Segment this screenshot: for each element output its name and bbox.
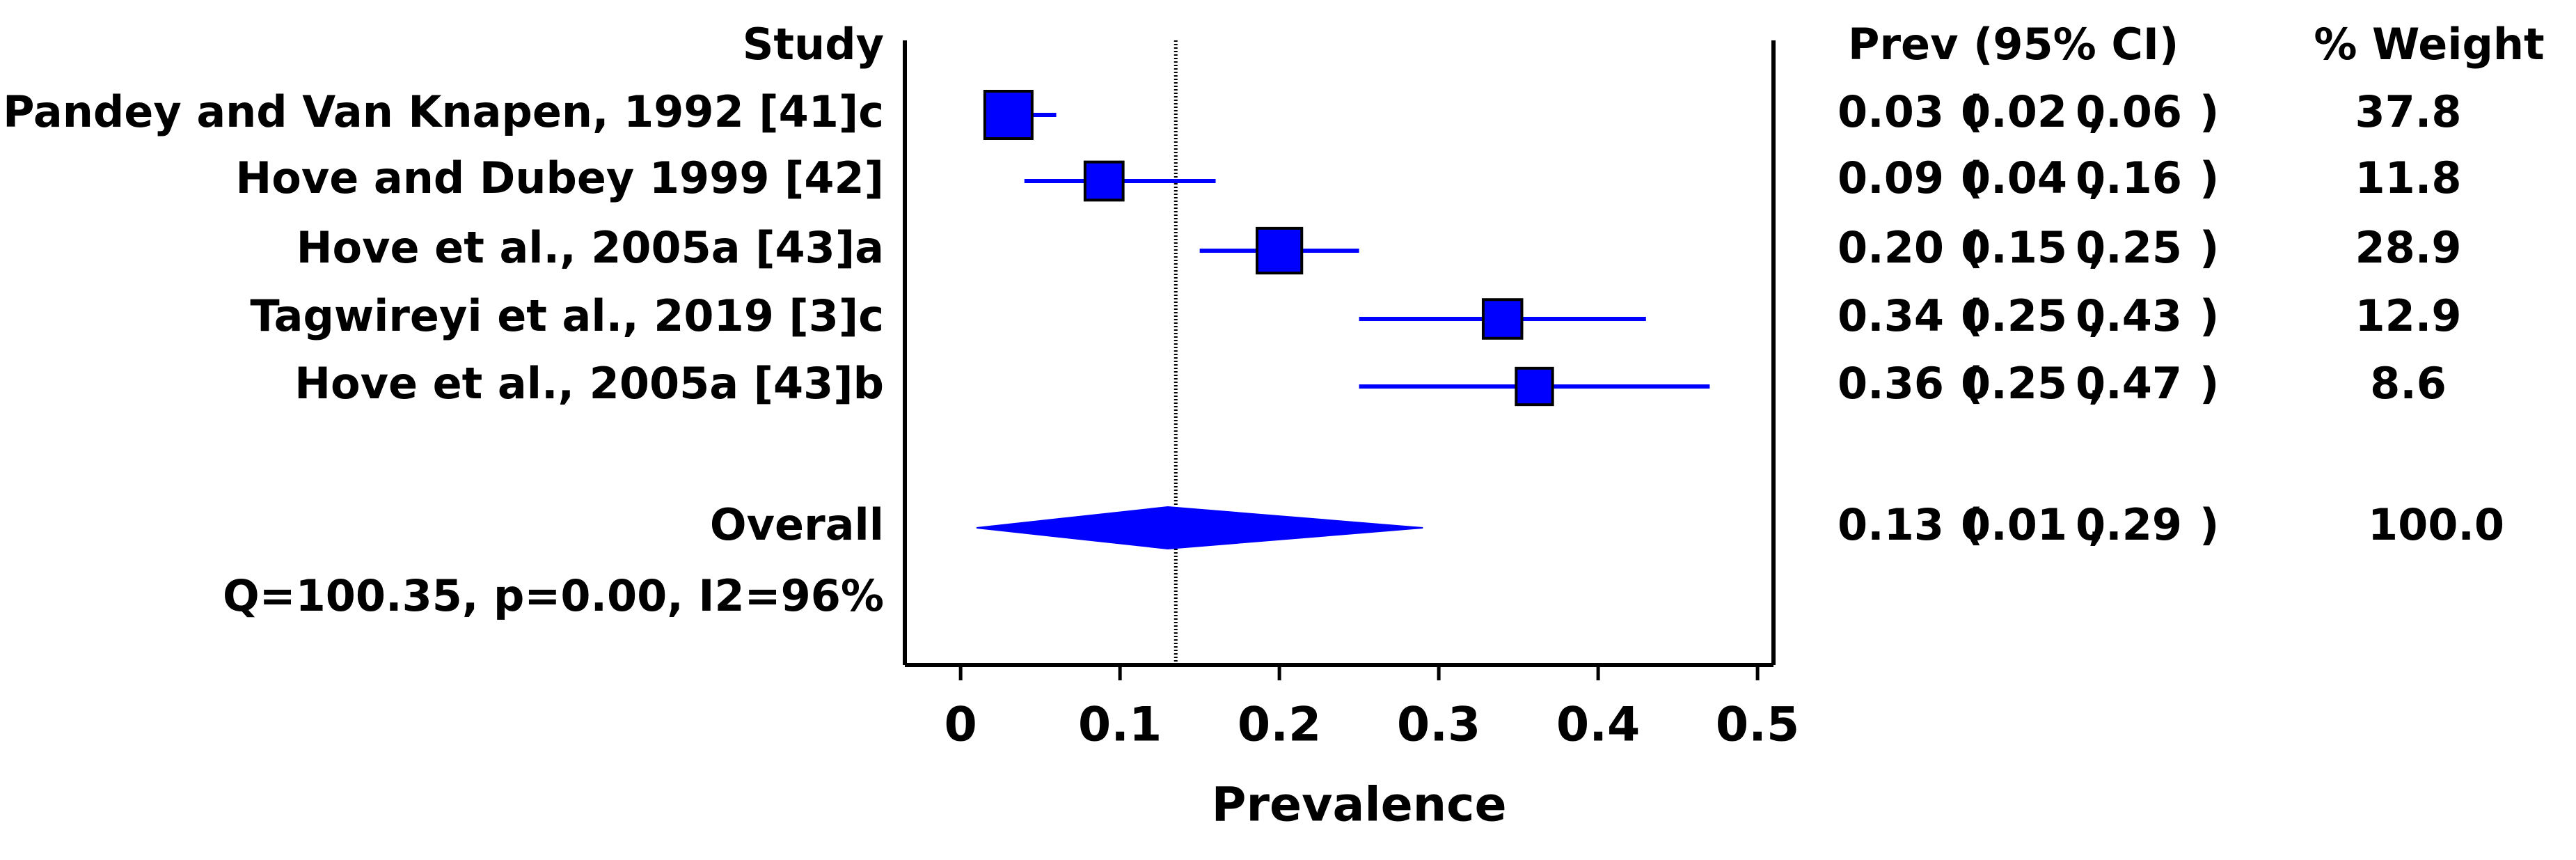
ci-lower-value: 0.15 bbox=[1961, 222, 2067, 273]
weight-value: 11.8 bbox=[2355, 153, 2462, 203]
study-label: Tagwireyi et al., 2019 [3]c bbox=[250, 290, 884, 341]
ci-comma: , bbox=[2088, 222, 2105, 273]
x-tick-label: 0.2 bbox=[1238, 698, 1321, 753]
study-marker bbox=[1515, 366, 1554, 407]
study-label: Hove et al., 2005a [43]b bbox=[294, 358, 884, 409]
overall-ci-upper-value: 0.29 bbox=[2076, 499, 2182, 550]
ci-open-paren: ( bbox=[1963, 222, 1983, 273]
weight-value: 37.8 bbox=[2355, 86, 2462, 137]
ci-lower-value: 0.25 bbox=[1961, 290, 2067, 341]
ci-upper-value: 0.25 bbox=[2076, 222, 2182, 273]
ci-close-paren: ) bbox=[2199, 499, 2219, 550]
ci-close-paren: ) bbox=[2199, 222, 2219, 273]
ci-open-paren: ( bbox=[1963, 290, 1983, 341]
prev-value: 0.34 bbox=[1838, 290, 1944, 341]
overall-prev-value: 0.13 bbox=[1838, 499, 1944, 550]
ci-upper-value: 0.16 bbox=[2076, 153, 2182, 203]
study-header: Study bbox=[743, 19, 884, 70]
ci-upper-value: 0.06 bbox=[2076, 86, 2182, 137]
ci-close-paren: ) bbox=[2199, 290, 2219, 341]
ci-lower-value: 0.25 bbox=[1961, 358, 2067, 409]
ci-lower-value: 0.04 bbox=[1961, 153, 2067, 203]
ci-upper-value: 0.43 bbox=[2076, 290, 2182, 341]
study-label: Hove et al., 2005a [43]a bbox=[297, 222, 884, 273]
study-marker bbox=[1481, 298, 1524, 340]
weight-value: 12.9 bbox=[2355, 290, 2462, 341]
ci-comma: , bbox=[2088, 499, 2105, 550]
ci-comma: , bbox=[2088, 290, 2105, 341]
overall-diamond bbox=[976, 506, 1423, 550]
ci-close-paren: ) bbox=[2199, 153, 2219, 203]
x-tick-label: 0.4 bbox=[1556, 698, 1640, 753]
study-label: Hove and Dubey 1999 [42] bbox=[235, 153, 884, 203]
ci-lower-value: 0.02 bbox=[1961, 86, 2067, 137]
x-tick-label: 0.3 bbox=[1397, 698, 1480, 753]
overall-label: Overall bbox=[710, 499, 884, 550]
ci-upper-value: 0.47 bbox=[2076, 358, 2182, 409]
prev-value: 0.20 bbox=[1838, 222, 1944, 273]
ci-open-paren: ( bbox=[1963, 153, 1983, 203]
ci-open-paren: ( bbox=[1963, 499, 1983, 550]
x-axis-label: Prevalence bbox=[1212, 778, 1507, 833]
x-tick-label: 0 bbox=[944, 698, 977, 753]
study-marker bbox=[1083, 160, 1125, 202]
weight-value: 28.9 bbox=[2355, 222, 2462, 273]
ci-open-paren: ( bbox=[1963, 86, 1983, 137]
overall-weight-value: 100.0 bbox=[2368, 499, 2504, 550]
ci-comma: , bbox=[2088, 86, 2105, 137]
prev-value: 0.03 bbox=[1838, 86, 1944, 137]
x-tick-label: 0.5 bbox=[1716, 698, 1799, 753]
ci-open-paren: ( bbox=[1963, 358, 1983, 409]
heterogeneity-label: Q=100.35, p=0.00, I2=96% bbox=[223, 570, 884, 621]
prev-value: 0.09 bbox=[1838, 153, 1944, 203]
weight-value: 8.6 bbox=[2370, 358, 2447, 409]
x-tick-label: 0.1 bbox=[1078, 698, 1162, 753]
overall-ci-lower-value: 0.01 bbox=[1961, 499, 2067, 550]
study-label: Pandey and Van Knapen, 1992 [41]c bbox=[3, 86, 884, 137]
ci-close-paren: ) bbox=[2199, 86, 2219, 137]
study-marker bbox=[1256, 226, 1304, 275]
ci-comma: , bbox=[2088, 153, 2105, 203]
ci-comma: , bbox=[2088, 358, 2105, 409]
ci-close-paren: ) bbox=[2199, 358, 2219, 409]
study-marker bbox=[983, 90, 1034, 140]
prev-ci-header: Prev (95% CI) bbox=[1848, 19, 2179, 70]
weight-header: % Weight bbox=[2314, 19, 2544, 70]
prev-value: 0.36 bbox=[1838, 358, 1944, 409]
